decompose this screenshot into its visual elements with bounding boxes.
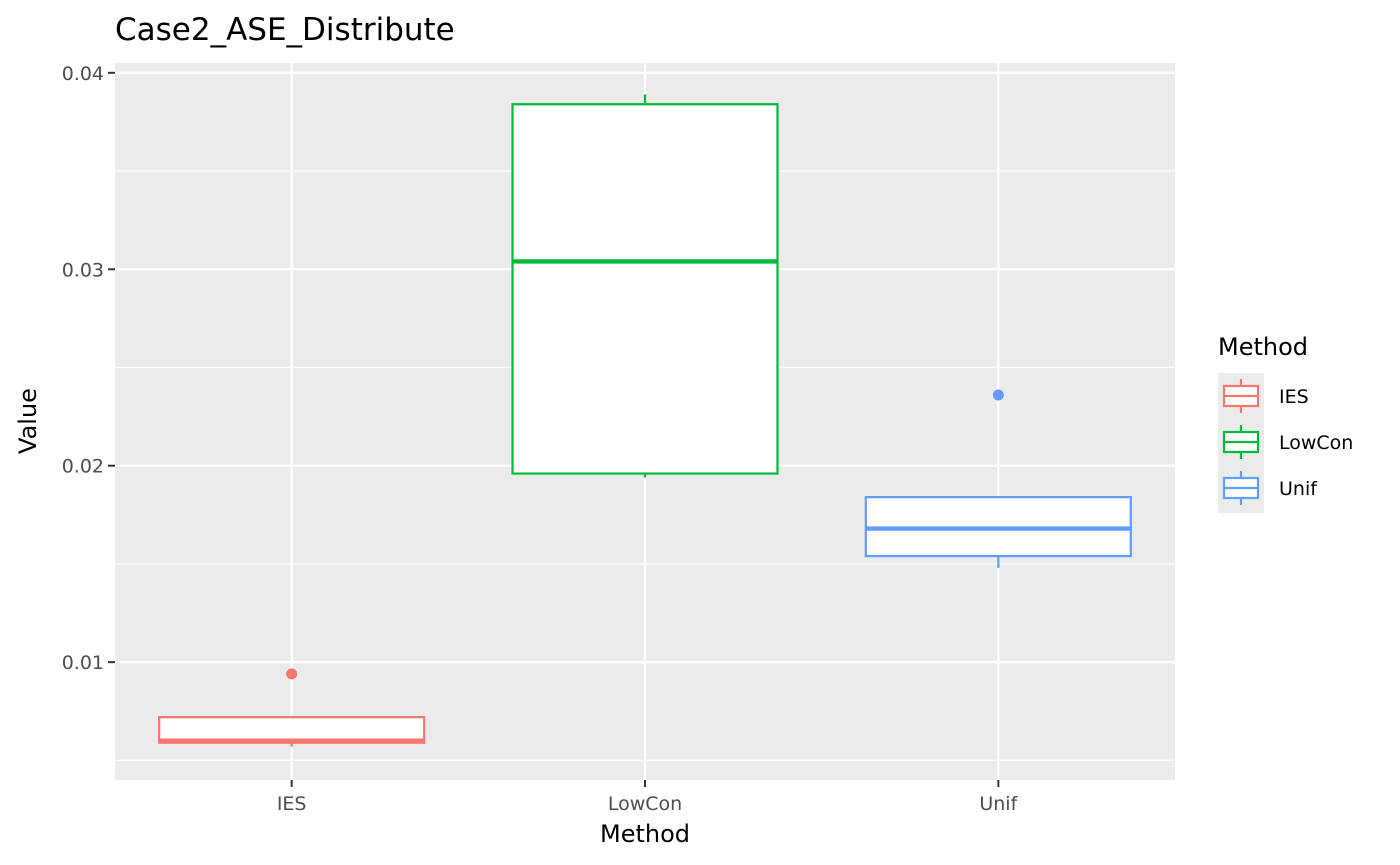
legend-label: IES bbox=[1279, 386, 1309, 408]
y-tick-label: 0.04 bbox=[62, 63, 104, 85]
x-axis: IES LowCon Unif bbox=[277, 780, 1019, 815]
legend-item-lowcon: LowCon bbox=[1222, 425, 1353, 459]
y-tick-label: 0.03 bbox=[62, 259, 104, 281]
legend-item-unif: Unif bbox=[1222, 471, 1318, 505]
box-unif bbox=[864, 389, 1132, 568]
x-tick-label: LowCon bbox=[608, 793, 682, 815]
outlier-point bbox=[286, 668, 298, 680]
box-lowcon bbox=[511, 94, 779, 478]
chart-title: Case2_ASE_Distribute bbox=[115, 12, 455, 48]
box-ies bbox=[158, 668, 426, 747]
boxes bbox=[158, 94, 1132, 747]
y-axis: 0.01 0.02 0.03 0.04 bbox=[62, 63, 115, 674]
legend: Method IES LowCon Unif bbox=[1218, 333, 1353, 513]
legend-label: LowCon bbox=[1279, 432, 1353, 454]
legend-label: Unif bbox=[1279, 478, 1318, 500]
outlier-point bbox=[992, 389, 1004, 401]
plot-panel bbox=[115, 63, 1175, 780]
y-axis-title: Value bbox=[14, 388, 42, 454]
y-tick-label: 0.02 bbox=[62, 456, 104, 478]
legend-items: IES LowCon Unif bbox=[1222, 379, 1353, 505]
box-body bbox=[511, 103, 779, 475]
x-tick-label: IES bbox=[277, 793, 307, 815]
legend-item-ies: IES bbox=[1222, 379, 1309, 413]
box-body bbox=[158, 716, 426, 744]
x-tick-label: Unif bbox=[979, 793, 1018, 815]
x-axis-title: Method bbox=[600, 820, 690, 848]
y-tick-label: 0.01 bbox=[62, 652, 104, 674]
legend-title: Method bbox=[1218, 333, 1308, 361]
